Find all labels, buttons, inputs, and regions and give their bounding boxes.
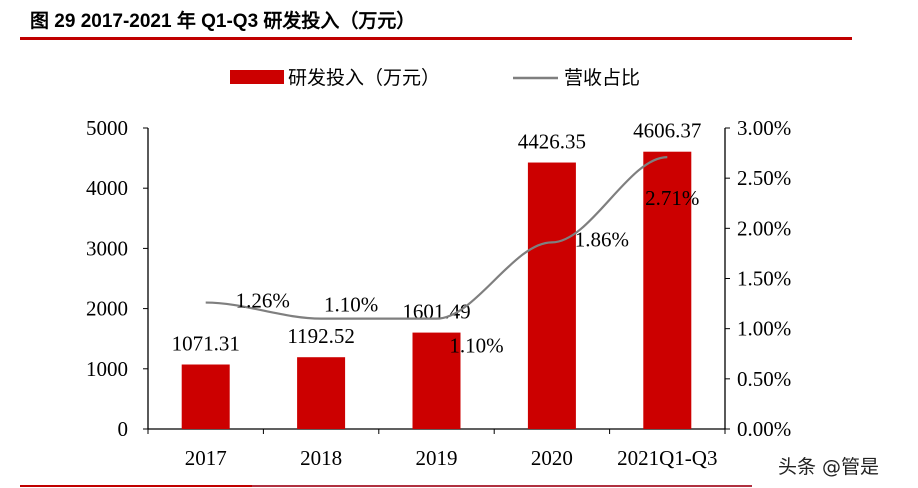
x-tick-label: 2018	[300, 446, 342, 470]
x-tick-label: 2017	[185, 446, 227, 470]
watermark: 头条 @管是	[778, 456, 880, 478]
line-data-label: 1.26%	[236, 289, 290, 313]
bar	[527, 162, 576, 429]
bottom-rule-2	[252, 485, 752, 487]
left-tick-label: 3000	[86, 236, 128, 260]
bar	[412, 332, 461, 429]
bar-data-label: 4606.37	[633, 119, 701, 143]
bar-data-label: 1601.49	[402, 300, 470, 324]
left-tick-label: 2000	[86, 297, 128, 321]
bar-data-label: 1192.52	[287, 324, 354, 348]
line-data-label: 1.10%	[449, 334, 503, 358]
left-tick-label: 5000	[86, 116, 128, 140]
bar	[181, 364, 230, 429]
right-tick-label: 2.50%	[737, 166, 791, 190]
right-tick-label: 3.00%	[737, 116, 791, 140]
bar	[643, 151, 692, 429]
bar-data-label: 4426.35	[518, 130, 586, 154]
title-rule	[20, 37, 852, 40]
right-tick-label: 0.50%	[737, 367, 791, 391]
ratio-line	[205, 155, 668, 320]
right-tick-label: 0.00%	[737, 417, 791, 441]
legend-bar-swatch	[230, 70, 284, 84]
left-tick-label: 1000	[86, 357, 128, 381]
line-data-label: 1.10%	[324, 293, 378, 317]
x-tick-label: 2021Q1-Q3	[617, 446, 717, 470]
x-tick-label: 2020	[531, 446, 573, 470]
bottom-rule	[20, 485, 252, 487]
legend-line-label: 营收占比	[564, 67, 640, 89]
line-data-label: 2.71%	[645, 186, 699, 210]
right-tick-label: 1.00%	[737, 317, 791, 341]
left-tick-label: 0	[118, 417, 129, 441]
right-tick-label: 2.00%	[737, 216, 791, 240]
bar-data-label: 1071.31	[172, 332, 240, 356]
line-data-label: 1.86%	[575, 227, 629, 251]
right-tick-label: 1.50%	[737, 267, 791, 291]
x-tick-label: 2019	[416, 446, 458, 470]
chart-title: 图 29 2017-2021 年 Q1-Q3 研发投入（万元）	[30, 11, 416, 32]
left-tick-label: 4000	[86, 176, 128, 200]
legend-bar-label: 研发投入（万元）	[288, 67, 440, 89]
bar	[297, 357, 346, 429]
